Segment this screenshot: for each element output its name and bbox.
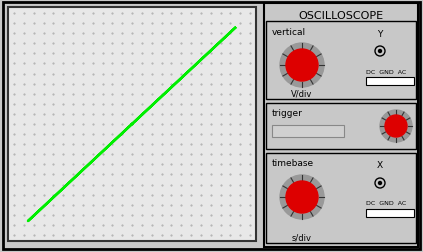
Circle shape bbox=[379, 182, 382, 185]
Text: s/div: s/div bbox=[292, 233, 312, 241]
Text: V/div: V/div bbox=[291, 89, 313, 98]
FancyBboxPatch shape bbox=[266, 153, 416, 243]
Bar bbox=[272, 125, 344, 137]
Circle shape bbox=[280, 175, 324, 219]
FancyBboxPatch shape bbox=[3, 3, 420, 249]
FancyBboxPatch shape bbox=[266, 104, 416, 149]
Text: DC  GND  AC: DC GND AC bbox=[366, 69, 406, 74]
Text: vertical: vertical bbox=[272, 27, 306, 36]
Text: timebase: timebase bbox=[272, 159, 314, 168]
Circle shape bbox=[380, 111, 412, 142]
Text: OSCILLOSCOPE: OSCILLOSCOPE bbox=[299, 11, 384, 21]
Bar bbox=[366, 209, 414, 217]
Text: Y: Y bbox=[377, 29, 383, 38]
Bar bbox=[366, 78, 414, 86]
Circle shape bbox=[280, 44, 324, 88]
Circle shape bbox=[286, 181, 318, 213]
Text: DC  GND  AC: DC GND AC bbox=[366, 201, 406, 206]
Circle shape bbox=[385, 115, 407, 137]
Text: X: X bbox=[377, 161, 383, 170]
Circle shape bbox=[286, 50, 318, 82]
FancyBboxPatch shape bbox=[264, 4, 418, 247]
FancyBboxPatch shape bbox=[266, 22, 416, 100]
FancyBboxPatch shape bbox=[8, 8, 256, 241]
Circle shape bbox=[379, 50, 382, 53]
Text: trigger: trigger bbox=[272, 109, 303, 118]
